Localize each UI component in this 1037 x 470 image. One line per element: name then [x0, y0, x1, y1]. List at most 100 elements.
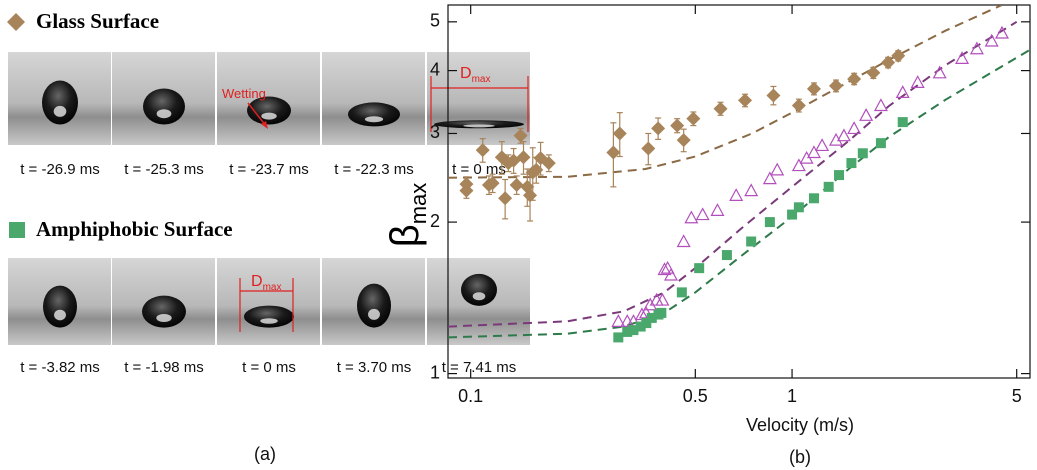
data-point	[657, 262, 672, 276]
dmax-label: Dmax	[251, 273, 281, 293]
data-point	[513, 128, 528, 143]
data-point	[910, 75, 925, 88]
data-point	[523, 188, 538, 203]
data-point	[676, 133, 691, 148]
legend-marker	[7, 13, 25, 31]
data-point	[815, 138, 830, 152]
data-point	[475, 143, 490, 158]
data-point	[509, 177, 524, 192]
time-label: t = -1.98 ms	[124, 359, 204, 376]
photo-frame	[217, 258, 320, 345]
droplet	[42, 80, 78, 125]
data-point	[613, 332, 624, 343]
fit-line	[448, 20, 1018, 328]
droplet-highlight	[260, 318, 278, 324]
data-point	[866, 65, 881, 80]
fit-line	[448, 5, 1003, 179]
droplet-highlight	[156, 109, 172, 119]
data-point	[684, 210, 699, 224]
y-tick-label: 5	[430, 11, 440, 31]
y-tick-label: 2	[430, 211, 440, 231]
droplet	[43, 285, 77, 328]
caption: (a)	[254, 444, 276, 464]
data-point	[955, 51, 970, 64]
time-label: t = -23.7 ms	[229, 161, 309, 178]
droplet-highlight	[364, 116, 384, 123]
data-point	[791, 158, 806, 172]
data-point	[969, 41, 984, 55]
data-point	[485, 176, 500, 191]
data-point	[984, 33, 999, 47]
data-point	[710, 203, 725, 216]
panel-b: Velocity (m/s) (b) βmax 0.1 0.5 1 5 1 2 3 4 5	[383, 4, 1031, 467]
y-tick-label: 3	[430, 122, 440, 142]
data-point	[646, 312, 657, 323]
data-point	[643, 297, 658, 311]
data-point	[846, 158, 857, 169]
data-point	[656, 307, 667, 318]
data-point	[770, 162, 785, 176]
data-point	[766, 88, 781, 103]
data-point	[791, 98, 806, 113]
data-point	[612, 126, 627, 141]
droplet-highlight	[261, 112, 277, 120]
data-point	[695, 207, 710, 221]
data-point	[891, 48, 906, 63]
data-point	[651, 121, 666, 136]
data-point	[994, 25, 1010, 39]
data-point	[738, 93, 753, 108]
data-point	[823, 181, 834, 192]
data-point	[836, 128, 851, 142]
time-label: t = 7.41 ms	[442, 359, 517, 376]
legend-label: Glass Surface	[36, 9, 159, 33]
data-point	[829, 78, 844, 93]
data-point	[541, 156, 556, 171]
data-point	[655, 292, 670, 306]
droplet-highlight	[463, 124, 495, 128]
data-point	[806, 81, 821, 96]
x-tick-label: 5	[1012, 386, 1022, 406]
droplet	[348, 102, 400, 127]
data-point	[881, 55, 896, 70]
annotation-arrowhead	[261, 121, 268, 129]
droplet	[461, 273, 497, 306]
data-point	[808, 193, 819, 204]
time-label: t = 0 ms	[452, 161, 506, 178]
data-point	[641, 318, 652, 329]
data-point	[847, 121, 862, 135]
data-point	[729, 188, 744, 201]
data-point	[628, 325, 639, 336]
data-point	[622, 326, 633, 337]
droplet	[143, 88, 185, 125]
y-tick-label: 4	[430, 59, 440, 79]
data-point	[873, 98, 888, 112]
legend-label: Amphiphobic Surface	[36, 217, 233, 241]
plot-area	[448, 5, 1030, 343]
droplet	[142, 295, 186, 328]
x-tick-label: 0.5	[683, 386, 708, 406]
droplet-highlight	[54, 309, 66, 321]
data-point	[859, 108, 874, 121]
data-point	[746, 236, 757, 247]
droplet-highlight	[53, 105, 67, 117]
data-point	[762, 171, 777, 185]
data-point	[875, 138, 886, 149]
data-point	[895, 85, 910, 99]
droplet-highlight	[156, 314, 172, 322]
photo-frame	[322, 52, 425, 145]
time-label: t = 3.70 ms	[337, 359, 412, 376]
data-point	[459, 183, 474, 198]
time-label: t = 0 ms	[242, 359, 296, 376]
data-point	[516, 150, 531, 165]
data-point	[641, 141, 656, 156]
time-label: t = -25.3 ms	[124, 161, 204, 178]
x-tick-label: 1	[787, 386, 797, 406]
y-tick-label: 1	[430, 362, 440, 382]
data-point	[660, 260, 675, 274]
photo-frame	[427, 52, 530, 145]
data-point	[694, 263, 705, 274]
data-point	[713, 101, 728, 116]
caption: (b)	[789, 447, 811, 467]
droplet	[244, 305, 294, 328]
